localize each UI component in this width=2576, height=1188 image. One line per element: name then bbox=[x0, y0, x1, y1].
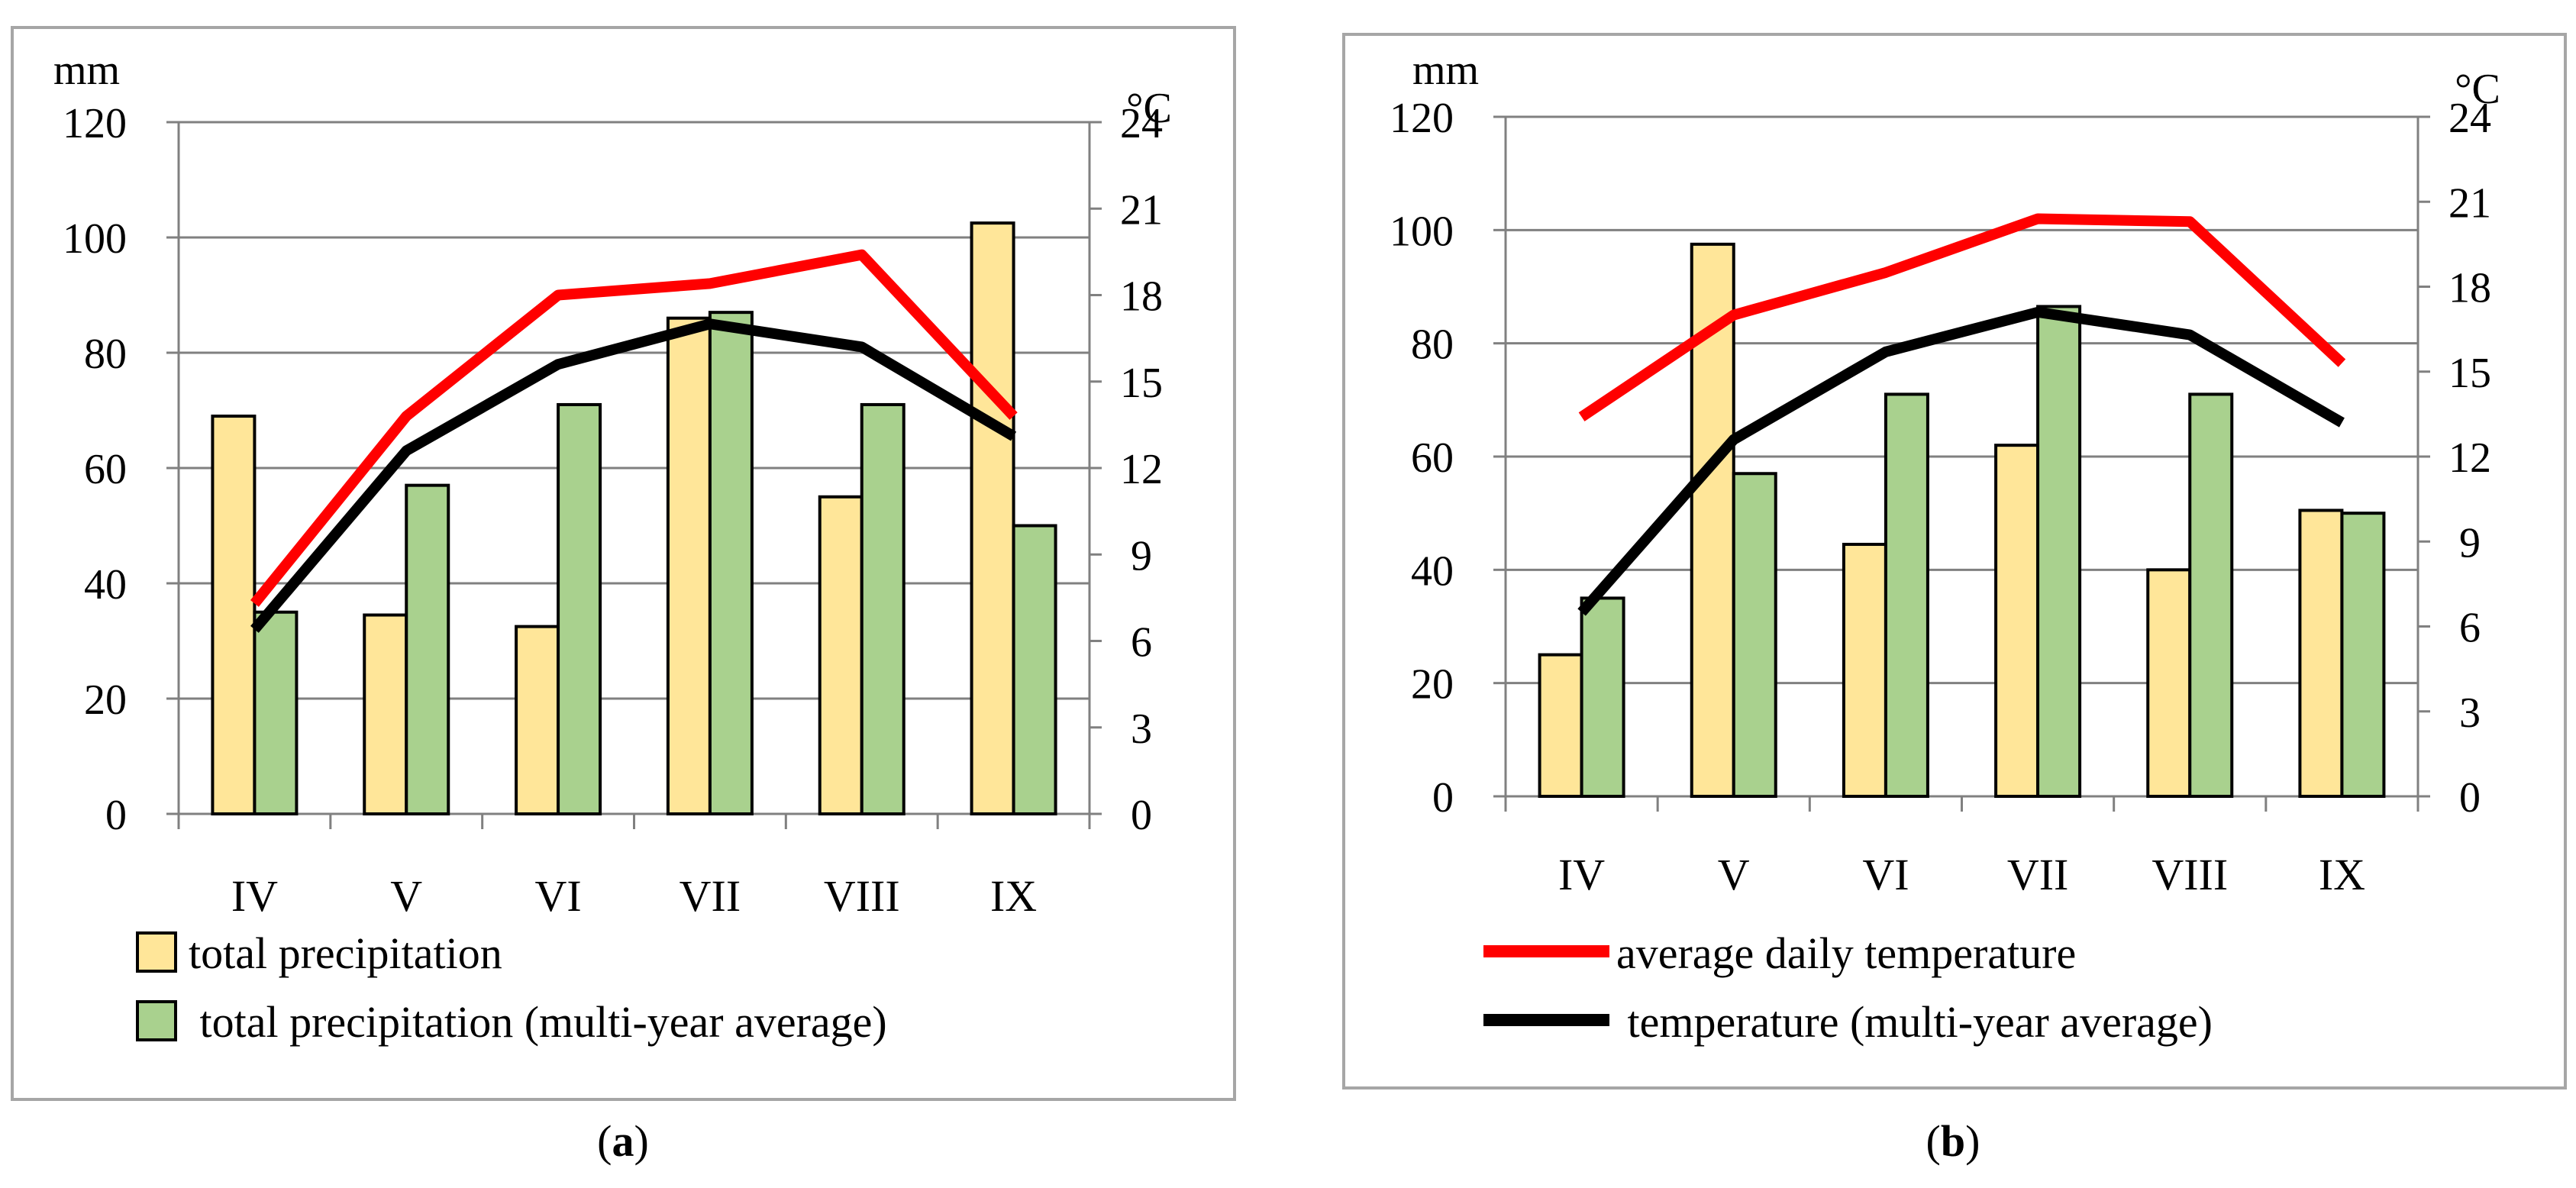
bar-precipitation-average bbox=[1884, 392, 1929, 798]
left-tick-label: 80 bbox=[84, 331, 127, 378]
bar-total-precipitation bbox=[2146, 568, 2192, 798]
x-tick-label: VIII bbox=[2152, 850, 2228, 899]
right-tick-label: 24 bbox=[2448, 95, 2491, 142]
right-axis-unit: °C bbox=[1126, 85, 1172, 132]
right-tick-label: 0 bbox=[1131, 792, 1152, 839]
bar-total-precipitation bbox=[2298, 508, 2344, 798]
panel-b-caption-letter: b bbox=[1941, 1116, 1965, 1166]
series-line-average-daily-temperature bbox=[250, 249, 1018, 607]
left-tick-label: 100 bbox=[1390, 208, 1454, 255]
series-line-temperature-average bbox=[1577, 306, 2345, 616]
bar-precipitation-average bbox=[1580, 596, 1625, 799]
left-axis-unit: mm bbox=[53, 47, 120, 94]
left-tick-label: 120 bbox=[1390, 95, 1454, 142]
right-tick-label: 12 bbox=[2448, 434, 2491, 482]
left-axis-unit: mm bbox=[1412, 47, 1479, 94]
legend-swatch bbox=[136, 1000, 177, 1041]
left-tick-label: 100 bbox=[63, 215, 127, 263]
right-tick-label: 3 bbox=[1131, 705, 1152, 753]
bar-total-precipitation bbox=[818, 495, 864, 815]
bar-total-precipitation bbox=[970, 221, 1015, 815]
x-tick-label: IX bbox=[990, 871, 1037, 921]
series-line-temperature-average bbox=[250, 318, 1017, 633]
right-tick-label: 18 bbox=[1120, 273, 1163, 321]
panel-a-caption-letter: a bbox=[612, 1116, 634, 1166]
bar-total-precipitation bbox=[211, 415, 257, 815]
bar-precipitation-average bbox=[253, 610, 299, 815]
x-tick-label: IV bbox=[231, 871, 278, 921]
bar-precipitation-average bbox=[2188, 392, 2234, 798]
panel-b: 0 20 40 60 80 100 120 0 3 6 9 12 15 18 21 24 mm °C IV V VI VI… bbox=[1342, 33, 2567, 1166]
legend-swatch bbox=[136, 931, 177, 973]
left-tick-label: 120 bbox=[63, 100, 127, 147]
x-tick-label: V bbox=[390, 871, 422, 921]
right-axis-unit: °C bbox=[2455, 66, 2500, 113]
bar-precipitation-average bbox=[2340, 512, 2386, 799]
bar-total-precipitation bbox=[1994, 444, 2040, 799]
bar-precipitation-average bbox=[1732, 472, 1777, 798]
series-line-average-daily-temperature bbox=[1578, 213, 2346, 421]
bar-total-precipitation bbox=[515, 625, 560, 815]
legend-label: total precipitation bbox=[189, 928, 502, 978]
right-tick-label: 21 bbox=[2448, 179, 2491, 227]
right-tick-label: 21 bbox=[1120, 186, 1163, 234]
bar-total-precipitation bbox=[1538, 653, 1583, 798]
panel-a: 0 20 40 60 80 100 120 0 3 6 9 12 15 18 21 24 mm °C IV V VI VI… bbox=[11, 26, 1236, 1166]
left-tick-label: 40 bbox=[1411, 547, 1454, 595]
right-tick-label: 6 bbox=[2459, 605, 2481, 652]
left-tick-label: 0 bbox=[1432, 774, 1454, 822]
panel-b-plot: 0 20 40 60 80 100 120 0 3 6 9 12 15 18 21 24 mm °C IV V VI VI… bbox=[1390, 47, 2500, 1047]
x-tick-label: V bbox=[1718, 850, 1750, 899]
x-tick-label: VII bbox=[680, 871, 741, 921]
x-tick-label: VIII bbox=[824, 871, 900, 921]
right-tick-label: 18 bbox=[2448, 265, 2491, 312]
legend-label: temperature (multi-year average) bbox=[1616, 997, 2213, 1047]
bar-precipitation-average bbox=[1012, 524, 1057, 815]
x-tick-label: VI bbox=[534, 871, 581, 921]
legend-label: average daily temperature bbox=[1616, 928, 2076, 978]
panel-a-plot: 0 20 40 60 80 100 120 0 3 6 9 12 15 18 21 24 mm °C IV V VI VI… bbox=[53, 47, 1172, 1047]
x-tick-label: VII bbox=[2007, 850, 2069, 899]
x-tick-label: IX bbox=[2319, 850, 2365, 899]
right-tick-label: 6 bbox=[1131, 619, 1152, 667]
legend-label: total precipitation (multi-year average) bbox=[189, 997, 887, 1047]
panel-b-caption: (b) bbox=[1926, 1116, 1980, 1166]
x-tick-label: VI bbox=[1862, 850, 1909, 899]
bar-precipitation-average bbox=[557, 402, 602, 815]
right-tick-label: 0 bbox=[2459, 774, 2481, 822]
left-tick-label: 80 bbox=[1411, 321, 1454, 369]
bar-precipitation-average bbox=[708, 311, 754, 815]
bar-precipitation-average bbox=[860, 402, 905, 815]
left-tick-label: 60 bbox=[1411, 434, 1454, 482]
right-tick-label: 9 bbox=[2459, 519, 2481, 567]
right-tick-label: 3 bbox=[2459, 689, 2481, 737]
panel-a-caption: (a) bbox=[597, 1116, 649, 1166]
x-tick-label: IV bbox=[1558, 850, 1605, 899]
left-tick-label: 60 bbox=[84, 446, 127, 493]
right-tick-label: 24 bbox=[1120, 100, 1163, 147]
right-tick-label: 15 bbox=[1120, 360, 1163, 407]
bar-total-precipitation bbox=[666, 316, 712, 815]
left-tick-label: 20 bbox=[1411, 661, 1454, 709]
bar-precipitation-average bbox=[405, 483, 450, 816]
bar-total-precipitation bbox=[363, 613, 408, 816]
right-tick-label: 15 bbox=[2448, 350, 2491, 397]
left-tick-label: 40 bbox=[84, 561, 127, 609]
left-tick-label: 20 bbox=[84, 676, 127, 724]
bar-precipitation-average bbox=[2036, 305, 2082, 799]
right-tick-label: 12 bbox=[1120, 446, 1163, 493]
left-tick-label: 0 bbox=[105, 792, 127, 839]
right-tick-label: 9 bbox=[1131, 532, 1152, 579]
bar-total-precipitation bbox=[1842, 542, 1887, 798]
